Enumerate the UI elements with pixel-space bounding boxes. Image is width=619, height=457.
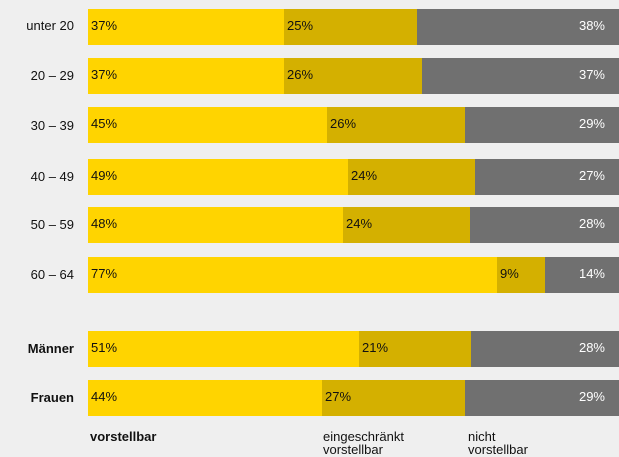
bar-segment-vorstellbar: 37% [88, 58, 284, 94]
data-label: 45% [91, 116, 118, 131]
row-label: 20 – 29 [30, 68, 74, 83]
row-label: 30 – 39 [30, 118, 74, 133]
bar-row: 44% 27% 29% [88, 380, 619, 416]
bar-segment-eingeschraenkt-vorstellbar: 25% [284, 9, 417, 45]
legend-item: vorstellbar [90, 430, 156, 443]
data-label: 26% [287, 67, 314, 82]
bar-segment-vorstellbar: 49% [88, 159, 348, 195]
bar-segment-nicht-vorstellbar: 27% [475, 159, 619, 195]
bar-segment-vorstellbar: 45% [88, 107, 327, 143]
bar-segment-vorstellbar: 77% [88, 257, 497, 293]
bar-row: 45% 26% 29% [88, 107, 619, 143]
bar-row: 37% 26% 37% [88, 58, 619, 94]
bar-segment-nicht-vorstellbar: 28% [471, 331, 619, 367]
data-label: 25% [287, 18, 314, 33]
data-label: 44% [91, 389, 118, 404]
data-label: 37% [578, 67, 605, 82]
data-label: 21% [362, 340, 389, 355]
bar-segment-eingeschraenkt-vorstellbar: 26% [284, 58, 422, 94]
legend-line: vorstellbar [468, 442, 528, 457]
bar-segment-vorstellbar: 48% [88, 207, 343, 243]
data-label: 38% [578, 18, 605, 33]
bar-row: 37% 25% 38% [88, 9, 619, 45]
row-label: unter 20 [26, 18, 74, 33]
bar-segment-eingeschraenkt-vorstellbar: 24% [343, 207, 470, 243]
data-label: 27% [325, 389, 352, 404]
data-label: 37% [91, 67, 118, 82]
row-label: 40 – 49 [30, 169, 74, 184]
bar-segment-nicht-vorstellbar: 14% [545, 257, 619, 293]
row-label: 60 – 64 [30, 267, 74, 282]
bar-row: 51% 21% 28% [88, 331, 619, 367]
data-label: 77% [91, 266, 118, 281]
data-label: 28% [578, 216, 605, 231]
legend-line: eingeschränkt [323, 429, 404, 444]
bar-segment-eingeschraenkt-vorstellbar: 27% [322, 380, 465, 416]
row-label: Frauen [30, 390, 74, 405]
bar-segment-nicht-vorstellbar: 28% [470, 207, 619, 243]
legend-item: eingeschränkt vorstellbar [323, 430, 404, 456]
legend-line: vorstellbar [90, 429, 157, 444]
bar-segment-eingeschraenkt-vorstellbar: 9% [497, 257, 545, 293]
data-label: 37% [91, 18, 118, 33]
bar-row: 49% 24% 27% [88, 159, 619, 195]
row-label: Männer [27, 341, 74, 356]
bar-segment-nicht-vorstellbar: 38% [417, 9, 619, 45]
legend-item: nicht vorstellbar [468, 430, 528, 456]
data-label: 27% [578, 168, 605, 183]
bar-segment-nicht-vorstellbar: 37% [422, 58, 619, 94]
data-label: 51% [91, 340, 118, 355]
data-label: 29% [578, 116, 605, 131]
data-label: 24% [351, 168, 378, 183]
bar-segment-eingeschraenkt-vorstellbar: 24% [348, 159, 475, 195]
data-label: 28% [578, 340, 605, 355]
bar-row: 77% 9% 14% [88, 257, 619, 293]
data-label: 14% [578, 266, 605, 281]
bar-segment-nicht-vorstellbar: 29% [465, 380, 619, 416]
bar-segment-vorstellbar: 37% [88, 9, 284, 45]
data-label: 26% [330, 116, 357, 131]
bar-segment-eingeschraenkt-vorstellbar: 21% [359, 331, 471, 367]
bar-segment-nicht-vorstellbar: 29% [465, 107, 619, 143]
bar-segment-vorstellbar: 51% [88, 331, 359, 367]
data-label: 29% [578, 389, 605, 404]
bar-segment-eingeschraenkt-vorstellbar: 26% [327, 107, 465, 143]
legend-line: vorstellbar [323, 442, 383, 457]
data-label: 9% [500, 266, 519, 281]
bar-row: 48% 24% 28% [88, 207, 619, 243]
data-label: 24% [346, 216, 373, 231]
data-label: 49% [91, 168, 118, 183]
bar-segment-vorstellbar: 44% [88, 380, 322, 416]
row-label: 50 – 59 [30, 217, 74, 232]
data-label: 48% [91, 216, 118, 231]
legend-line: nicht [468, 429, 496, 444]
